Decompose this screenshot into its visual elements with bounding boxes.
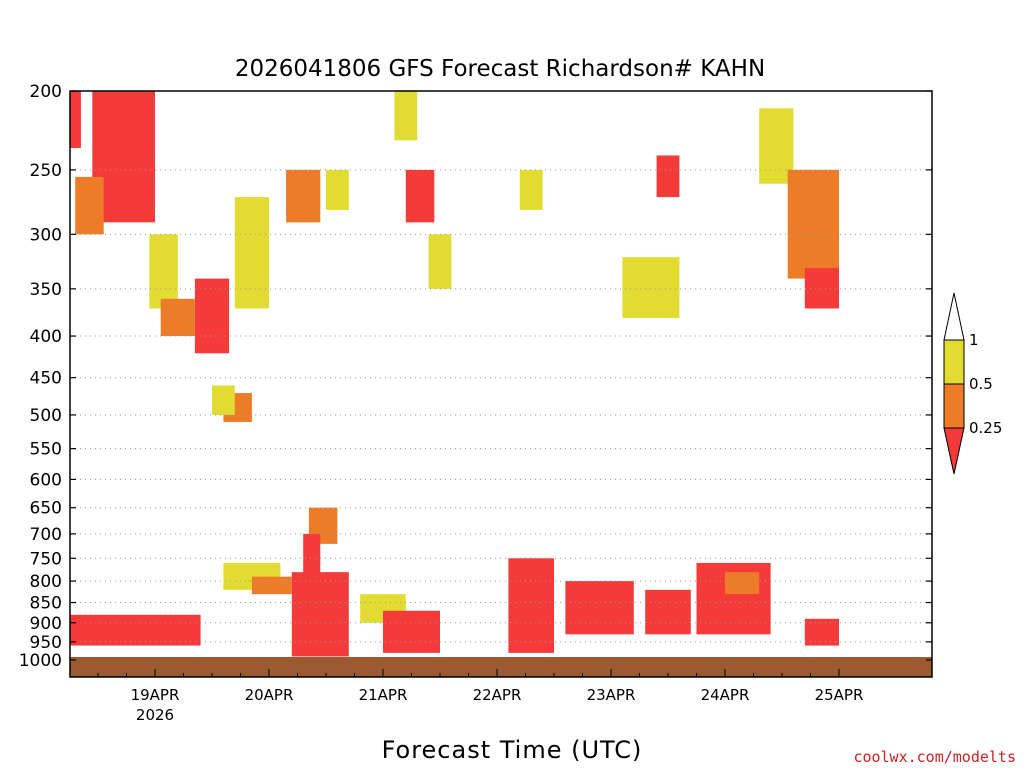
y-tick-label: 950 xyxy=(30,633,62,653)
heatmap-cell xyxy=(787,169,839,279)
y-tick-label: 350 xyxy=(30,280,62,300)
heatmap-cell xyxy=(804,618,839,646)
heatmap-cell xyxy=(286,169,321,223)
heatmap-cell xyxy=(383,610,440,653)
y-tick-label: 300 xyxy=(30,225,62,245)
x-tick-label: 23APR xyxy=(587,686,636,704)
legend-swatch xyxy=(943,427,965,475)
y-tick-label: 200 xyxy=(30,82,62,102)
x-tick-label: 22APR xyxy=(473,686,522,704)
heatmap-cell xyxy=(160,298,195,337)
color-legend: 1 0.5 0.25 xyxy=(943,292,1002,475)
y-tick-label: 450 xyxy=(30,369,62,389)
heatmap-cell xyxy=(804,268,839,309)
legend-label: 0.5 xyxy=(969,375,993,393)
heatmap-cell xyxy=(75,176,104,235)
heatmap-cell xyxy=(656,155,680,198)
heatmap-cell xyxy=(508,558,554,653)
x-tick-label: 25APR xyxy=(815,686,864,704)
y-tick-label: 800 xyxy=(30,572,62,592)
plot-frame xyxy=(69,90,933,678)
y-tick-label: 550 xyxy=(30,440,62,460)
chart-title: 2026041806 GFS Forecast Richardson# KAHN xyxy=(235,56,765,82)
legend-swatch xyxy=(943,383,965,429)
heatmap-cell xyxy=(428,234,452,289)
credit-text[interactable]: coolwx.com/modelts xyxy=(853,748,1016,766)
heatmap-cell xyxy=(194,278,230,354)
heatmap-cell xyxy=(405,169,435,223)
y-tick-label: 250 xyxy=(30,161,62,181)
y-tick-label: 700 xyxy=(30,525,62,545)
x-tick-label: 24APR xyxy=(701,686,750,704)
y-tick-label: 900 xyxy=(30,614,62,634)
x-tick-sublabel: 2026 xyxy=(136,706,174,724)
ground-fill xyxy=(70,657,932,677)
legend-label: 1 xyxy=(969,331,979,349)
heatmap-cell xyxy=(234,197,269,309)
x-axis-label: Forecast Time (UTC) xyxy=(382,736,643,764)
ground-layer xyxy=(70,657,932,677)
y-tick-label: 500 xyxy=(30,406,62,426)
heatmap-cell xyxy=(303,533,321,582)
heatmap-cell xyxy=(251,576,292,595)
legend-label: 0.25 xyxy=(969,419,1002,437)
y-tick-label: 400 xyxy=(30,327,62,347)
heatmap-cell xyxy=(622,257,680,318)
x-tick-label: 19APR xyxy=(131,686,180,704)
heatmap-cell xyxy=(645,589,691,635)
plot-area xyxy=(70,91,839,657)
heatmap-cell xyxy=(149,234,178,309)
heatmap-cell xyxy=(291,572,349,657)
heatmap-cell xyxy=(394,91,418,141)
heatmap-cell xyxy=(519,169,543,210)
y-tick-label: 850 xyxy=(30,594,62,614)
heatmap-cell xyxy=(725,572,760,595)
heatmap-cell xyxy=(98,140,144,210)
y-tick-label: 750 xyxy=(30,549,62,569)
x-tick-label: 21APR xyxy=(359,686,408,704)
heatmap-cell xyxy=(70,91,81,149)
heatmap-cell xyxy=(70,614,201,646)
y-tick-label: 1000 xyxy=(19,651,62,671)
x-axis: 19APR 2026 20APR 21APR 22APR 23APR 24APR 25APR xyxy=(97,669,864,724)
y-axis: 200 250 300 350 400 450 500 550 600 650 700 750 8008… xyxy=(19,82,932,671)
heatmap-cell xyxy=(326,169,349,210)
heatmap-cell xyxy=(212,385,235,415)
heatmap-cell xyxy=(565,581,634,635)
legend-swatch xyxy=(943,339,965,385)
y-tick-label: 650 xyxy=(30,499,62,519)
x-tick-label: 20APR xyxy=(245,686,294,704)
y-tick-label: 600 xyxy=(30,470,62,490)
